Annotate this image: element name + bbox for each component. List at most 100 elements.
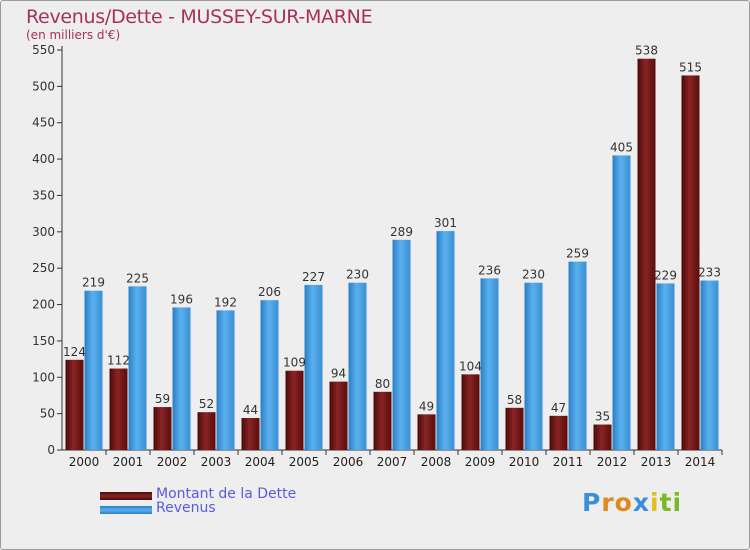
bar-revenue bbox=[480, 278, 499, 450]
bar-revenue-value-label: 192 bbox=[214, 295, 237, 309]
bar-revenue bbox=[524, 282, 543, 450]
bar-revenue bbox=[216, 310, 235, 450]
bar-debt bbox=[681, 75, 700, 451]
bar-debt bbox=[109, 368, 128, 450]
bar-revenue bbox=[304, 284, 323, 450]
x-tick-label: 2005 bbox=[289, 455, 320, 469]
bar-debt bbox=[505, 407, 524, 450]
bar-debt-value-label: 124 bbox=[63, 345, 86, 359]
bar-revenue-value-label: 229 bbox=[654, 268, 677, 282]
bar-debt-value-label: 538 bbox=[635, 44, 658, 58]
bar-revenue bbox=[656, 283, 675, 450]
bar-debt-value-label: 112 bbox=[107, 354, 130, 368]
y-tick-label: 300 bbox=[32, 225, 55, 239]
legend-label-debt: Montant de la Dette bbox=[156, 486, 297, 502]
y-tick-label: 50 bbox=[40, 407, 55, 421]
bar-revenue-value-label: 233 bbox=[698, 266, 721, 280]
bar-debt bbox=[593, 424, 612, 450]
bar-debt-value-label: 47 bbox=[551, 401, 566, 415]
legend-swatch-revenue bbox=[100, 506, 152, 514]
x-tick-label: 2007 bbox=[377, 455, 408, 469]
x-tick-label: 2014 bbox=[685, 455, 716, 469]
logo-letter: x bbox=[632, 488, 650, 517]
bar-revenue-value-label: 230 bbox=[522, 268, 545, 282]
bar-debt bbox=[153, 407, 172, 450]
bar-revenue-value-label: 196 bbox=[170, 292, 193, 306]
bar-debt bbox=[329, 381, 348, 450]
logo-letter: t bbox=[659, 488, 673, 517]
bar-revenue bbox=[568, 261, 587, 450]
bar-revenue-value-label: 301 bbox=[434, 216, 457, 230]
bar-revenue bbox=[348, 282, 367, 450]
bar-debt bbox=[373, 391, 392, 450]
y-tick-label: 200 bbox=[32, 298, 55, 312]
bar-revenue-value-label: 236 bbox=[478, 263, 501, 277]
bar-debt bbox=[285, 370, 304, 450]
bar-debt bbox=[417, 414, 436, 450]
bar-debt-value-label: 515 bbox=[679, 60, 702, 74]
bar-debt bbox=[241, 418, 260, 450]
x-tick-label: 2003 bbox=[201, 455, 232, 469]
y-tick-label: 250 bbox=[32, 261, 55, 275]
bar-debt-value-label: 52 bbox=[199, 397, 214, 411]
legend-swatch-debt bbox=[100, 492, 152, 500]
bar-debt-value-label: 104 bbox=[459, 359, 482, 373]
bar-debt bbox=[637, 58, 656, 451]
bar-revenue-value-label: 259 bbox=[566, 247, 589, 261]
bar-debt-value-label: 109 bbox=[283, 356, 306, 370]
x-tick-label: 2000 bbox=[69, 455, 100, 469]
y-tick-label: 500 bbox=[32, 79, 55, 93]
bar-revenue bbox=[612, 155, 631, 451]
x-tick-label: 2006 bbox=[333, 455, 364, 469]
bar-revenue-value-label: 230 bbox=[346, 268, 369, 282]
bar-revenue-value-label: 206 bbox=[258, 285, 281, 299]
proxiti-logo: Proxiti bbox=[582, 488, 682, 517]
bar-debt-value-label: 58 bbox=[507, 393, 522, 407]
logo-letter: o bbox=[614, 488, 633, 517]
y-tick-label: 450 bbox=[32, 116, 55, 130]
y-tick-label: 0 bbox=[47, 443, 55, 457]
x-tick-label: 2013 bbox=[641, 455, 672, 469]
bar-debt bbox=[549, 415, 568, 450]
bar-debt bbox=[65, 359, 84, 450]
logo-letter: r bbox=[601, 488, 615, 517]
bar-revenue bbox=[700, 280, 719, 450]
bar-revenue-value-label: 219 bbox=[82, 276, 105, 290]
x-tick-label: 2002 bbox=[157, 455, 188, 469]
bar-revenue bbox=[392, 239, 411, 450]
x-tick-label: 2009 bbox=[465, 455, 496, 469]
bar-revenue bbox=[172, 307, 191, 450]
logo-letter: i bbox=[650, 488, 660, 517]
bar-revenue-value-label: 225 bbox=[126, 271, 149, 285]
x-tick-label: 2011 bbox=[553, 455, 584, 469]
y-tick-label: 400 bbox=[32, 152, 55, 166]
bar-debt bbox=[197, 412, 216, 450]
x-tick-label: 2012 bbox=[597, 455, 628, 469]
bar-revenue-value-label: 227 bbox=[302, 270, 325, 284]
bar-debt-value-label: 94 bbox=[331, 367, 346, 381]
x-tick-label: 2010 bbox=[509, 455, 540, 469]
bar-debt-value-label: 35 bbox=[595, 410, 610, 424]
bar-revenue-value-label: 289 bbox=[390, 225, 413, 239]
logo-letter: P bbox=[582, 488, 602, 517]
bar-debt-value-label: 80 bbox=[375, 377, 390, 391]
logo-letter: i bbox=[672, 488, 683, 517]
x-tick-label: 2004 bbox=[245, 455, 276, 469]
y-tick-label: 350 bbox=[32, 188, 55, 202]
bar-revenue-value-label: 405 bbox=[610, 140, 633, 154]
x-tick-label: 2008 bbox=[421, 455, 452, 469]
bar-debt-value-label: 59 bbox=[155, 392, 170, 406]
bar-debt bbox=[461, 374, 480, 450]
y-tick-label: 550 bbox=[32, 43, 55, 57]
y-tick-label: 150 bbox=[32, 334, 55, 348]
y-tick-label: 100 bbox=[32, 370, 55, 384]
bar-revenue bbox=[128, 286, 147, 450]
bar-revenue bbox=[436, 231, 455, 450]
bar-debt-value-label: 44 bbox=[243, 403, 258, 417]
bar-revenue bbox=[84, 290, 103, 450]
bar-debt-value-label: 49 bbox=[419, 399, 434, 413]
chart-subtitle: (en milliers d'€) bbox=[26, 28, 121, 42]
legend-label-revenue: Revenus bbox=[156, 500, 216, 516]
bar-revenue bbox=[260, 300, 279, 450]
